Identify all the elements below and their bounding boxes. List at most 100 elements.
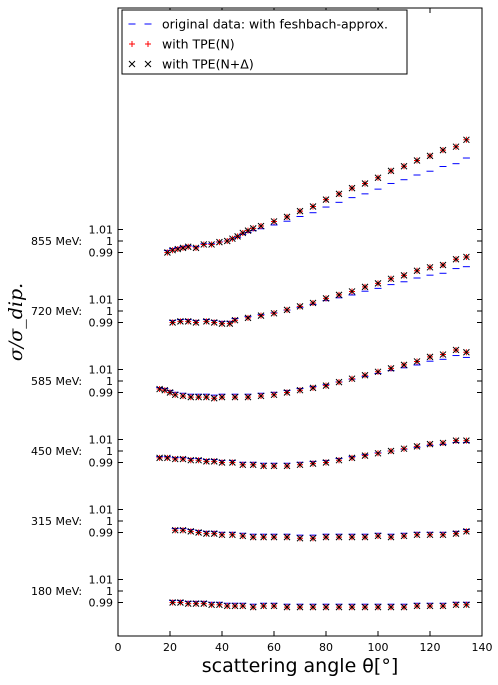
tpe-n-delta-point	[452, 346, 460, 354]
tpe-n-delta-point	[249, 461, 257, 469]
tpe-n-delta-point	[244, 227, 252, 235]
tpe-n-delta-point	[164, 454, 171, 462]
y-tick-label: 0.99	[89, 597, 114, 610]
tpe-n-delta-point	[296, 603, 304, 611]
tpe-n-delta-point	[439, 531, 447, 539]
tpe-n-delta-point	[335, 291, 343, 299]
tpe-n-delta-point	[187, 393, 195, 401]
tpe-n-delta-point	[231, 316, 239, 324]
tpe-n-delta-point	[322, 459, 330, 466]
panel-series	[169, 599, 470, 611]
tpe-n-delta-point	[452, 255, 460, 263]
tpe-n-delta-point	[413, 443, 421, 450]
tpe-n-delta-point	[260, 533, 267, 541]
tpe-n-delta-point	[177, 317, 184, 325]
tpe-n-delta-point	[374, 280, 382, 287]
tpe-n-delta-point	[283, 306, 291, 314]
tpe-n-delta-point	[348, 288, 356, 295]
tpe-n-delta-point	[426, 602, 434, 610]
y-tick-label: 1	[106, 375, 113, 388]
tpe-n-delta-point	[210, 319, 218, 326]
tpe-n-delta-point	[179, 455, 187, 463]
tpe-n-delta-point	[229, 459, 236, 466]
tpe-n-delta-point	[439, 602, 447, 610]
tpe-n-delta-point	[184, 243, 192, 251]
legend-marker-plus	[145, 41, 151, 47]
tpe-n-delta-point	[218, 320, 226, 328]
y-axis-label: σ/σ_dip.	[5, 283, 27, 361]
tpe-n-delta-point	[335, 378, 343, 386]
x-tick-label: 80	[319, 641, 333, 654]
legend-marker-x	[128, 60, 136, 68]
tpe-n-delta-point	[400, 445, 408, 453]
tpe-n-delta-point	[270, 391, 278, 399]
tpe-n-delta-point	[361, 603, 369, 611]
tpe-n-delta-point	[296, 534, 304, 542]
tpe-n-delta-point	[200, 600, 208, 608]
tpe-n-delta-point	[463, 437, 470, 445]
tpe-n-delta-point	[348, 603, 356, 611]
tpe-n-delta-point	[192, 600, 200, 608]
y-tick-label: 1.01	[89, 364, 114, 377]
tpe-n-delta-point	[223, 602, 231, 610]
tpe-n-delta-point	[249, 603, 257, 611]
tpe-n-delta-point	[335, 456, 343, 464]
tpe-n-delta-point	[309, 460, 317, 468]
tpe-n-delta-point	[203, 317, 210, 325]
tpe-n-delta-point	[426, 263, 434, 271]
tpe-n-delta-point	[322, 196, 330, 203]
energy-label: 315 MeV:	[31, 515, 82, 528]
tpe-n-delta-point	[400, 162, 408, 170]
tpe-n-delta-point	[348, 375, 356, 383]
y-tick-label: 0.99	[89, 247, 114, 260]
tpe-n-delta-point	[192, 319, 200, 326]
tpe-n-delta-point	[270, 309, 278, 317]
tpe-n-delta-point	[361, 371, 369, 379]
tpe-n-delta-point	[231, 393, 239, 401]
legend-entry: with TPE(N+Δ)	[162, 57, 254, 72]
tpe-n-delta-point	[226, 320, 234, 328]
tpe-n-delta-point	[309, 603, 317, 611]
tpe-n-delta-point	[184, 600, 192, 608]
tpe-n-delta-point	[296, 207, 304, 215]
tpe-n-delta-point	[335, 533, 343, 541]
tpe-n-delta-point	[309, 299, 317, 307]
tpe-n-delta-point	[348, 533, 356, 541]
tpe-n-delta-point	[374, 449, 382, 457]
tpe-n-delta-point	[239, 532, 247, 540]
tpe-n-delta-point	[283, 213, 291, 221]
tpe-n-delta-point	[187, 527, 195, 535]
tpe-n-delta-point	[216, 601, 223, 609]
tpe-n-delta-point	[195, 529, 202, 536]
tpe-n-delta-point	[192, 244, 200, 252]
tpe-n-delta-point	[216, 238, 223, 246]
x-tick-label: 140	[472, 641, 493, 654]
tpe-n-delta-point	[426, 152, 434, 160]
tpe-n-delta-point	[387, 447, 395, 455]
tpe-n-delta-point	[239, 602, 247, 610]
tpe-n-delta-point	[257, 222, 265, 230]
tpe-n-delta-point	[322, 603, 330, 611]
panel-series	[156, 346, 470, 402]
tpe-n-delta-point	[361, 283, 369, 291]
legend-marker-x	[144, 60, 152, 68]
tpe-n-delta-point	[218, 393, 226, 401]
legend-entry: with TPE(N)	[162, 37, 235, 52]
x-tick-label: 100	[368, 641, 389, 654]
tpe-n-delta-point	[164, 249, 171, 256]
y-tick-label: 0.99	[89, 457, 114, 470]
tpe-n-delta-point	[283, 462, 291, 470]
plot-area	[117, 7, 483, 637]
tpe-n-delta-point	[309, 534, 317, 542]
tpe-n-delta-point	[335, 190, 343, 198]
tpe-n-delta-point	[218, 459, 226, 466]
legend-box	[121, 9, 408, 75]
tpe-n-delta-point	[426, 531, 434, 539]
legend: original data: with feshbach-approx. with…	[121, 9, 408, 75]
tpe-n-delta-point	[463, 348, 470, 356]
tpe-n-delta-point	[171, 391, 179, 399]
y-tick-label: 1	[106, 515, 113, 528]
tpe-n-delta-point	[463, 601, 470, 609]
